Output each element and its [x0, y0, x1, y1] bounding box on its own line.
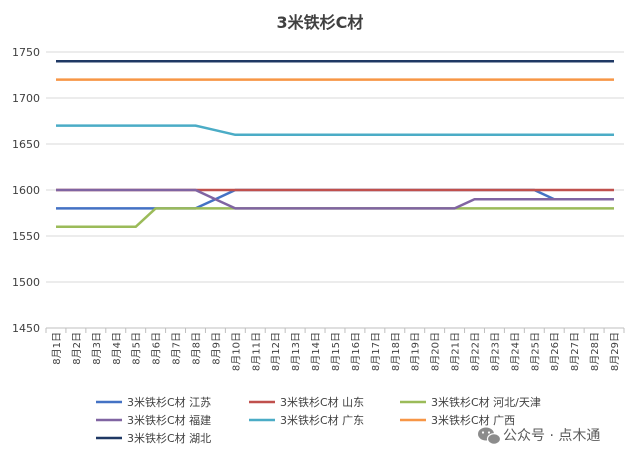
x-tick-label: 8月19日 — [410, 332, 422, 371]
series-lines — [56, 59, 614, 229]
y-axis-ticks: 1450 1500 1550 1600 1650 1700 1750 — [12, 46, 40, 335]
y-tick-label: 1500 — [12, 276, 40, 289]
y-tick-label: 1600 — [12, 184, 40, 197]
watermark: 公众号 · 点木通 — [478, 427, 600, 445]
x-tick-label: 8月2日 — [71, 332, 83, 365]
x-axis-ticks: 8月1日 8月2日 8月3日 8月4日 8月5日 8月6日 8月7日 8月8日 8月9日 8月10… — [45, 328, 625, 371]
y-tick-label: 1700 — [12, 92, 40, 105]
legend-label: 3米铁杉C材 福建 — [127, 413, 211, 427]
series-line — [56, 188, 614, 210]
x-tick-label: 8月28日 — [589, 332, 601, 371]
x-tick-label: 8月11日 — [250, 332, 262, 371]
x-tick-label: 8月10日 — [230, 332, 242, 371]
legend-label: 3米铁杉C材 河北/天津 — [431, 395, 541, 409]
legend-label: 3米铁杉C材 山东 — [280, 395, 364, 409]
x-tick-label: 8月16日 — [350, 332, 362, 371]
x-tick-label: 8月12日 — [270, 332, 282, 371]
x-tick-label: 8月18日 — [390, 332, 402, 371]
x-tick-label: 8月27日 — [569, 332, 581, 371]
legend-label: 3米铁杉C材 湖北 — [127, 431, 211, 445]
x-tick-label: 8月3日 — [91, 332, 103, 365]
legend: 3米铁杉C材 江苏 3米铁杉C材 山东 3米铁杉C材 河北/天津 3米铁杉C材 福建 3… — [96, 395, 541, 445]
y-tick-label: 1650 — [12, 138, 40, 151]
chart-title: 3米铁杉C材 — [277, 13, 364, 32]
legend-label: 3米铁杉C材 江苏 — [127, 395, 211, 409]
x-tick-label: 8月7日 — [171, 332, 183, 365]
y-tick-label: 1550 — [12, 230, 40, 243]
x-tick-label: 8月13日 — [290, 332, 302, 371]
x-tick-label: 8月4日 — [111, 332, 123, 365]
x-tick-label: 8月22日 — [470, 332, 482, 371]
x-tick-label: 8月23日 — [489, 332, 501, 371]
x-tick-label: 8月6日 — [151, 332, 163, 365]
watermark-text: 公众号 · 点木通 — [503, 428, 600, 444]
legend-label: 3米铁杉C材 广东 — [280, 413, 364, 427]
x-tick-label: 8月26日 — [549, 332, 561, 371]
legend-label: 3米铁杉C材 广西 — [431, 413, 515, 427]
x-tick-label: 8月9日 — [210, 332, 222, 365]
x-tick-label: 8月5日 — [131, 332, 143, 365]
x-tick-label: 8月25日 — [529, 332, 541, 371]
series-line — [56, 124, 614, 137]
wechat-icon — [478, 427, 502, 445]
x-tick-label: 8月14日 — [310, 332, 322, 371]
series-line — [56, 207, 614, 229]
x-tick-label: 8月8日 — [190, 332, 202, 365]
x-tick-label: 8月15日 — [330, 332, 342, 371]
x-tick-label: 8月29日 — [609, 332, 621, 371]
x-tick-label: 8月21日 — [450, 332, 462, 371]
x-tick-label: 8月20日 — [430, 332, 442, 371]
x-tick-label: 8月1日 — [51, 332, 63, 365]
y-tick-label: 1750 — [12, 46, 40, 59]
x-tick-label: 8月17日 — [370, 332, 382, 371]
x-tick-label: 8月24日 — [509, 332, 521, 371]
y-tick-label: 1450 — [12, 322, 40, 335]
